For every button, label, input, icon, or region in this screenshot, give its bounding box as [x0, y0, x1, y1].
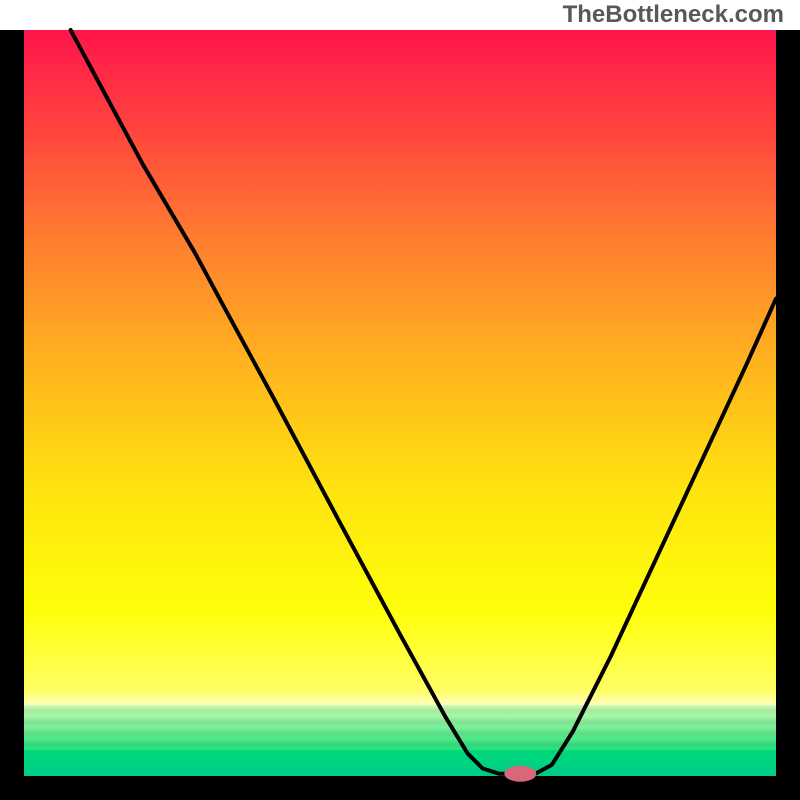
optimal-marker [504, 766, 536, 782]
chart-svg [0, 0, 800, 800]
bottleneck-chart: TheBottleneck.com [0, 0, 800, 800]
watermark-text: TheBottleneck.com [563, 0, 784, 30]
